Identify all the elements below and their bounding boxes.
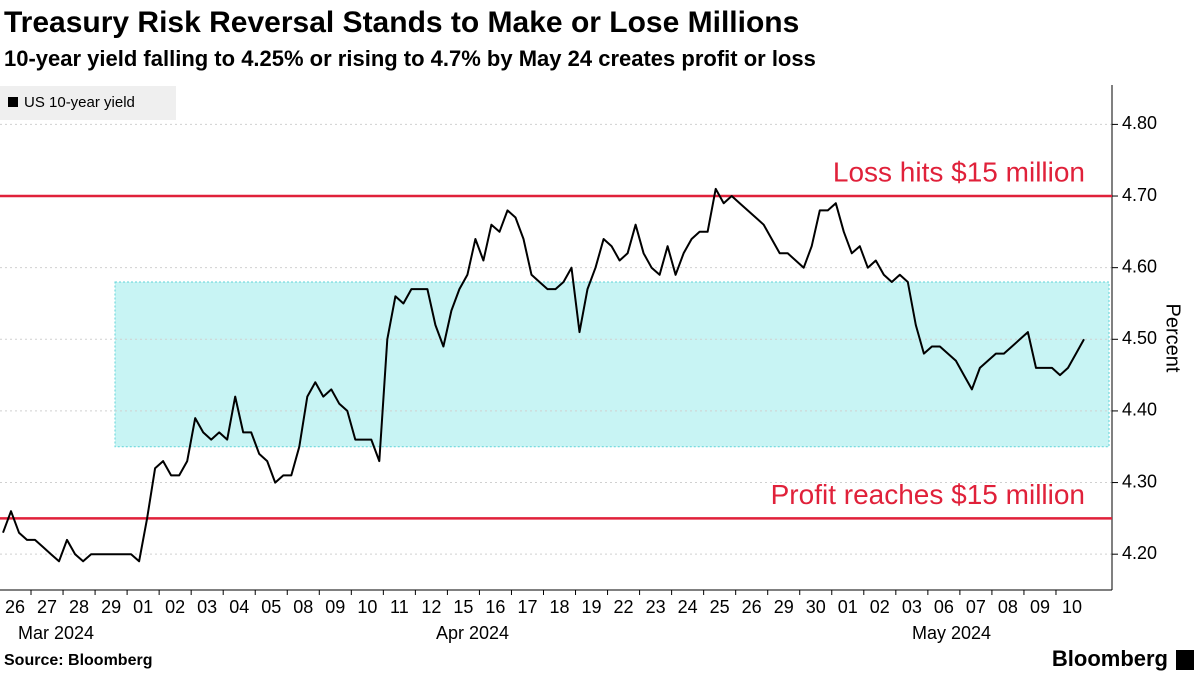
x-tick-label: 29 [774, 597, 794, 617]
reference-label: Profit reaches $15 million [771, 479, 1085, 510]
x-tick-label: 04 [229, 597, 249, 617]
chart-subtitle: 10-year yield falling to 4.25% or rising… [4, 46, 816, 71]
y-tick-label: 4.50 [1122, 328, 1157, 348]
x-tick-label: 01 [838, 597, 858, 617]
month-label: Apr 2024 [436, 623, 509, 643]
x-tick-label: 22 [614, 597, 634, 617]
legend-swatch [8, 97, 18, 107]
x-tick-label: 23 [646, 597, 666, 617]
y-tick-label: 4.30 [1122, 471, 1157, 491]
y-tick-label: 4.20 [1122, 543, 1157, 563]
x-tick-label: 03 [197, 597, 217, 617]
reference-label: Loss hits $15 million [833, 156, 1085, 187]
x-tick-label: 17 [517, 597, 537, 617]
x-tick-label: 11 [390, 597, 409, 617]
chart-title: Treasury Risk Reversal Stands to Make or… [4, 6, 799, 39]
x-tick-label: 28 [69, 597, 89, 617]
x-tick-label: 15 [453, 597, 473, 617]
x-tick-label: 24 [678, 597, 698, 617]
month-label: Mar 2024 [18, 623, 94, 643]
x-tick-label: 09 [325, 597, 345, 617]
y-tick-label: 4.40 [1122, 400, 1157, 420]
x-tick-label: 06 [934, 597, 954, 617]
y-tick-label: 4.70 [1122, 185, 1157, 205]
x-tick-label: 16 [485, 597, 505, 617]
y-tick-label: 4.60 [1122, 256, 1157, 276]
legend-label: US 10-year yield [24, 94, 135, 111]
x-tick-label: 10 [1062, 597, 1082, 617]
x-tick-label: 07 [966, 597, 986, 617]
x-tick-label: 19 [582, 597, 602, 617]
series-line [2, 187, 1085, 563]
y-tick-label: 4.80 [1122, 113, 1157, 133]
brand: Bloomberg [1052, 646, 1168, 671]
x-tick-label: 08 [293, 597, 313, 617]
x-tick-label: 26 [742, 597, 762, 617]
y-axis-label: Percent [1162, 304, 1184, 373]
x-tick-label: 08 [998, 597, 1018, 617]
x-tick-label: 12 [421, 597, 441, 617]
x-tick-label: 18 [549, 597, 569, 617]
x-tick-label: 09 [1030, 597, 1050, 617]
x-tick-label: 26 [5, 597, 25, 617]
x-tick-label: 01 [133, 597, 153, 617]
brand-icon [1176, 650, 1194, 670]
x-tick-label: 27 [37, 597, 57, 617]
month-label: May 2024 [912, 623, 991, 643]
x-tick-label: 02 [165, 597, 185, 617]
x-tick-label: 02 [870, 597, 890, 617]
x-tick-label: 03 [902, 597, 922, 617]
source: Source: Bloomberg [4, 652, 152, 669]
legend-box [0, 86, 176, 120]
x-tick-label: 25 [710, 597, 730, 617]
target-band [114, 281, 1110, 448]
x-tick-label: 05 [261, 597, 281, 617]
x-tick-label: 30 [806, 597, 826, 617]
x-tick-label: 29 [101, 597, 121, 617]
x-tick-label: 10 [357, 597, 377, 617]
